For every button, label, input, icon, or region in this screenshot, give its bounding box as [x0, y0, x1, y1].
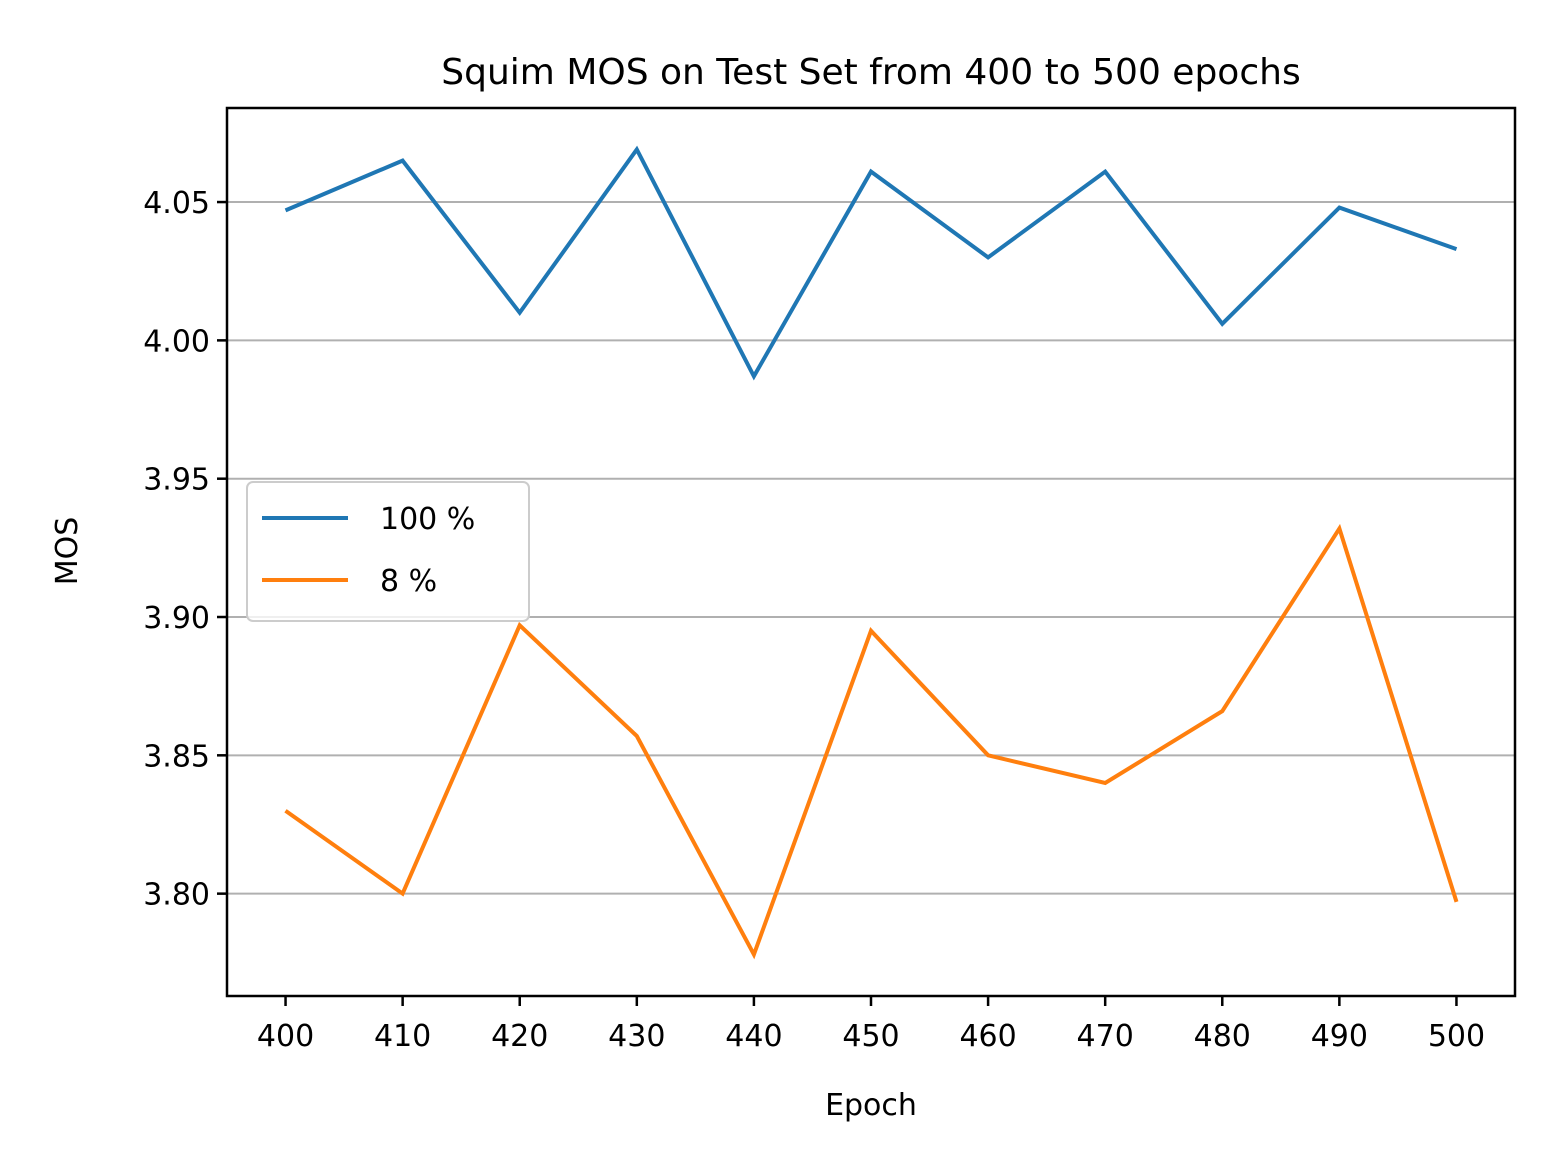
y-axis-ticks: 3.80 3.85 3.90 3.95 4.00 4.05 [143, 186, 227, 913]
x-axis-label: Epoch [825, 1088, 917, 1123]
x-tick-label: 460 [959, 1019, 1016, 1054]
y-tick-label: 3.90 [143, 601, 210, 636]
x-tick-label: 430 [608, 1019, 665, 1054]
legend: 100 % 8 % [246, 481, 530, 622]
x-tick-label: 420 [491, 1019, 548, 1054]
y-tick-label: 3.95 [143, 463, 210, 498]
x-tick-label: 410 [374, 1019, 431, 1054]
x-tick-label: 450 [842, 1019, 899, 1054]
x-tick-label: 440 [725, 1019, 782, 1054]
x-axis-ticks: 400 410 420 430 440 450 460 470 480 490 500 [257, 996, 1485, 1054]
y-tick-label: 3.80 [143, 878, 210, 913]
y-tick-label: 4.05 [143, 186, 210, 221]
x-tick-label: 490 [1311, 1019, 1368, 1054]
legend-label: 8 % [380, 564, 437, 599]
y-tick-label: 3.85 [143, 739, 210, 774]
y-axis-label: MOS [50, 517, 85, 586]
x-tick-label: 500 [1428, 1019, 1485, 1054]
legend-label: 100 % [380, 502, 475, 537]
x-tick-label: 480 [1194, 1019, 1251, 1054]
y-tick-label: 4.00 [143, 324, 210, 359]
x-tick-label: 470 [1077, 1019, 1134, 1054]
chart-title: Squim MOS on Test Set from 400 to 500 ep… [441, 52, 1300, 93]
series-line-1 [284, 145, 1458, 381]
series-line-2 [284, 523, 1459, 960]
series-lines [284, 145, 1459, 960]
x-tick-label: 400 [257, 1019, 314, 1054]
